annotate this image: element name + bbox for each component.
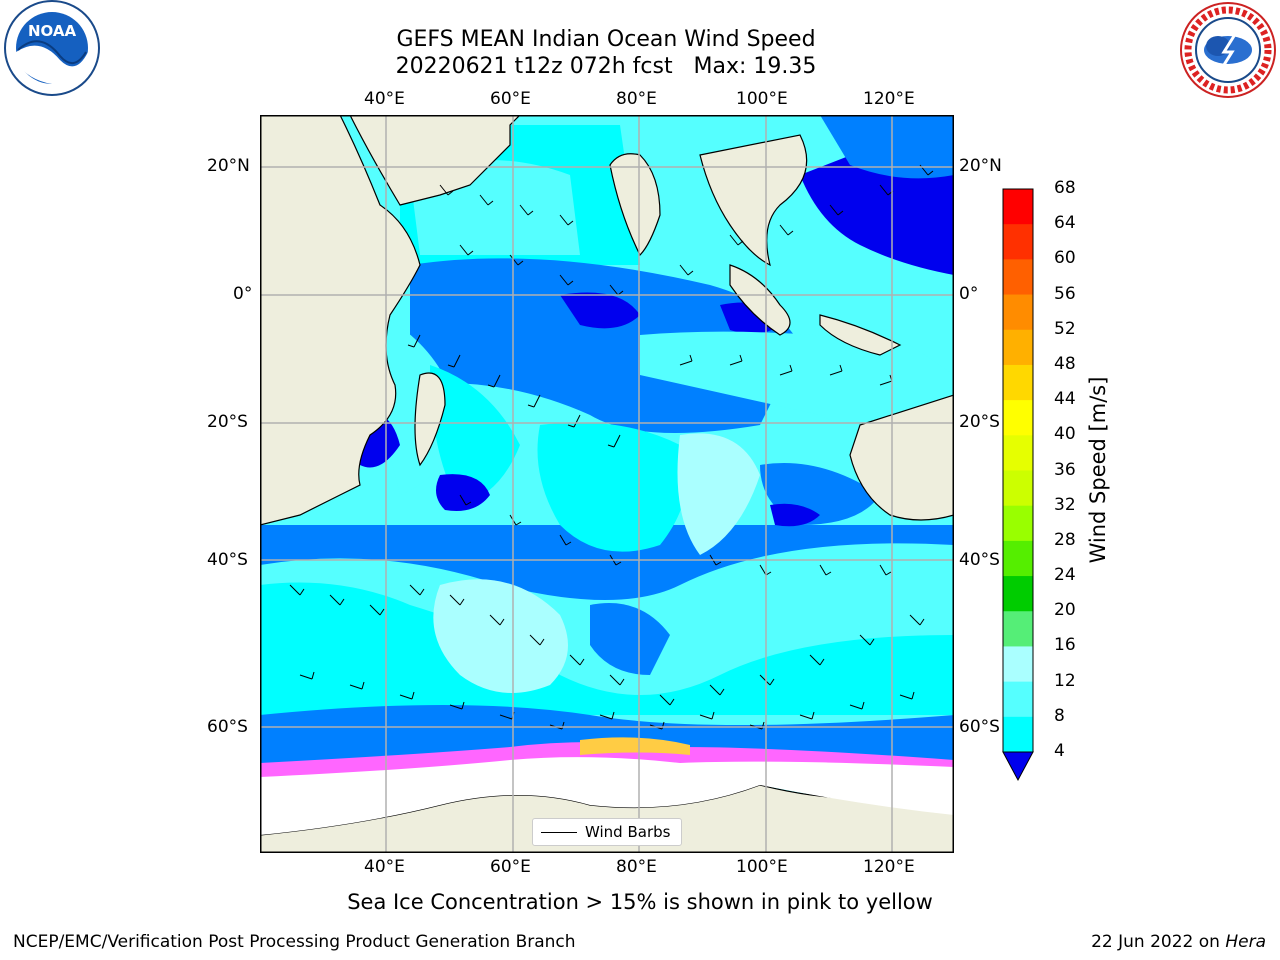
lat-tick-left: 60°S <box>207 717 248 737</box>
footer-date: 22 Jun 2022 on Hera <box>1091 932 1266 952</box>
lon-tick-bottom: 40°E <box>364 857 405 877</box>
colorbar-swatch <box>1003 505 1033 542</box>
nws-logo <box>1180 2 1276 98</box>
colorbar-swatch <box>1003 259 1033 296</box>
colorbar-tick-label: 16 <box>1054 635 1076 656</box>
colorbar-swatch <box>1003 540 1033 577</box>
colorbar-swatch <box>1003 435 1033 471</box>
colorbar-swatch <box>1003 189 1033 225</box>
colorbar-tick-label: 52 <box>1054 318 1076 339</box>
colorbar-tick-label: 4 <box>1054 741 1065 761</box>
colorbar-extend-arrow <box>1002 751 1034 782</box>
colorbar <box>1002 188 1034 782</box>
lat-tick-right: 60°S <box>959 717 1000 737</box>
colorbar-tick-label: 28 <box>1054 529 1076 550</box>
colorbar-swatch <box>1003 329 1033 366</box>
lat-tick-right: 20°S <box>959 412 1000 432</box>
footer-date-text: 22 Jun 2022 on <box>1091 932 1220 952</box>
wind-barbs-legend: Wind Barbs <box>532 818 682 846</box>
lat-tick-left: 40°S <box>207 550 248 570</box>
colorbar-tick-label: 64 <box>1054 213 1076 234</box>
colorbar-tick-label: 40 <box>1054 424 1076 445</box>
lon-tick-bottom: 80°E <box>616 857 657 877</box>
colorbar-tick-label: 44 <box>1054 389 1076 410</box>
lat-tick-right: 0° <box>959 284 979 304</box>
map-border <box>260 115 954 853</box>
lat-tick-left: 20°S <box>207 412 248 432</box>
colorbar-title: Wind Speed [m/s] <box>1086 376 1110 564</box>
chart-title-line1: GEFS MEAN Indian Ocean Wind Speed <box>396 27 816 52</box>
colorbar-swatch <box>1003 611 1033 647</box>
legend-label: Wind Barbs <box>585 823 671 841</box>
colorbar-tick-label: 36 <box>1054 459 1076 480</box>
lon-tick-bottom: 120°E <box>863 857 915 877</box>
lon-tick-top: 80°E <box>616 89 657 109</box>
colorbar-tick-label: 12 <box>1054 670 1076 691</box>
graticule <box>260 115 954 853</box>
lon-tick-top: 60°E <box>490 89 531 109</box>
colorbar-swatch <box>1003 470 1033 507</box>
colorbar-swatch <box>1003 681 1033 718</box>
lat-tick-right: 20°N <box>959 156 1002 176</box>
colorbar-swatch <box>1003 364 1033 401</box>
lat-tick-left: 20°N <box>207 156 250 176</box>
colorbar-swatch <box>1003 224 1033 260</box>
lon-tick-bottom: 60°E <box>490 857 531 877</box>
colorbar-tick-label: 8 <box>1054 705 1065 726</box>
colorbar-swatch <box>1003 400 1033 436</box>
colorbar-swatch <box>1003 576 1033 612</box>
colorbar-tick-label: 56 <box>1054 283 1076 304</box>
lat-tick-left: 0° <box>233 284 253 304</box>
wind-barbs <box>289 164 934 730</box>
sea-ice-caption: Sea Ice Concentration > 15% is shown in … <box>347 890 933 914</box>
colorbar-swatch <box>1003 294 1033 331</box>
chart-title-line2: 20220621 t12z 072h fcst Max: 19.35 <box>395 54 817 79</box>
footer-host: Hera <box>1225 932 1266 952</box>
footer-branch: NCEP/EMC/Verification Post Processing Pr… <box>13 932 576 952</box>
colorbar-tick-label: 60 <box>1054 248 1076 269</box>
sea-ice <box>260 737 954 835</box>
colorbar-swatch <box>1003 646 1033 683</box>
colorbar-tick-label: 32 <box>1054 494 1076 515</box>
lon-tick-top: 120°E <box>863 89 915 109</box>
colorbar-tick-label: 48 <box>1054 353 1076 374</box>
lon-tick-top: 40°E <box>364 89 405 109</box>
lat-tick-right: 40°S <box>959 550 1000 570</box>
noaa-logo: NOAA <box>4 0 100 96</box>
lon-tick-bottom: 100°E <box>736 857 788 877</box>
svg-text:NOAA: NOAA <box>28 22 77 40</box>
lon-tick-top: 100°E <box>736 89 788 109</box>
colorbar-tick-label: 24 <box>1054 565 1076 586</box>
colorbar-tick-label: 20 <box>1054 600 1076 621</box>
wind-speed-map <box>260 115 954 853</box>
legend-line-icon <box>541 831 577 833</box>
colorbar-swatch <box>1003 716 1033 753</box>
colorbar-tick-label: 68 <box>1054 178 1076 198</box>
